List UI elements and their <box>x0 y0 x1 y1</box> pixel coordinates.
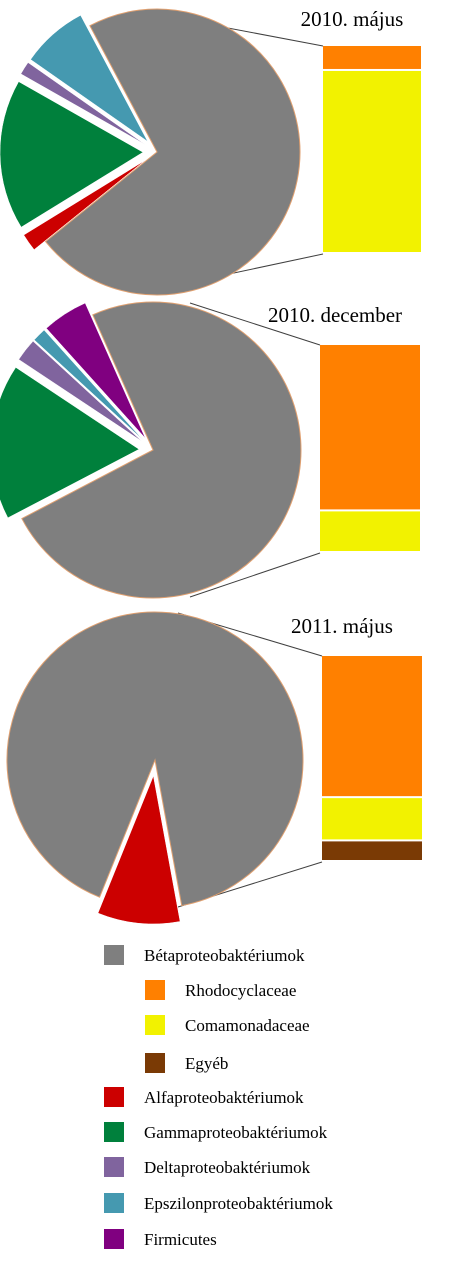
legend-label-deltaproteobakteriumok: Deltaproteobaktériumok <box>144 1158 311 1177</box>
pie-panel-1: 2010. május <box>0 7 421 296</box>
legend-swatch-gammaproteobakteriumok <box>104 1122 124 1142</box>
legend-label-gammaproteobakteriumok: Gammaproteobaktériumok <box>144 1123 328 1142</box>
connector-line-bottom <box>189 552 321 598</box>
pie-slice-epszilonproteobakteriumok <box>33 329 144 441</box>
pie-title: 2010. december <box>268 303 402 327</box>
legend-swatch-epszilonproteobakteriumok <box>104 1193 124 1213</box>
bar-segment-rhodocyclaceae <box>320 345 420 510</box>
pie-slice-deltaproteobakteriumok <box>20 62 146 145</box>
pie-slice-firmicutes <box>45 302 146 439</box>
bar-segment-comamonadaceae <box>323 70 421 253</box>
pie-slice-alfaproteobakteriumok <box>23 159 146 251</box>
pie-slice-gammaproteobakteriumok <box>0 367 140 519</box>
legend-label-comamonadaceae: Comamonadaceae <box>185 1016 310 1035</box>
legend-swatch-firmicutes <box>104 1229 124 1249</box>
bar-segment-comamonadaceae <box>320 511 420 551</box>
pie-slice-betaproteobakteriumok <box>44 8 301 296</box>
legend-label-egyeb: Egyéb <box>185 1054 228 1073</box>
legend-label-firmicutes: Firmicutes <box>144 1230 217 1249</box>
bar-segment-rhodocyclaceae <box>322 656 422 797</box>
legend-label-alfaproteobakteriumok: Alfaproteobaktériumok <box>144 1088 304 1107</box>
legend-swatch-deltaproteobakteriumok <box>104 1157 124 1177</box>
connector-line-top <box>189 302 321 346</box>
legend-label-betaproteobakteriumok: Bétaproteobaktériumok <box>144 946 305 965</box>
pie-title: 2010. május <box>301 7 404 31</box>
legend-swatch-alfaproteobakteriumok <box>104 1087 124 1107</box>
bar-segment-comamonadaceae <box>322 798 422 840</box>
pie-panel-2: 2010. december <box>0 301 420 599</box>
pie-slice-betaproteobakteriumok <box>6 611 304 907</box>
pie-slice-epszilonproteobakteriumok <box>30 14 148 142</box>
pie-title: 2011. május <box>291 614 393 638</box>
legend: Bétaproteobaktériumok Rhodocyclaceae Comam… <box>104 945 333 1249</box>
pie-panel-3: 2011. május <box>6 611 422 925</box>
pie-slice-alfaproteobakteriumok <box>97 775 181 925</box>
legend-swatch-betaproteobakteriumok <box>104 945 124 965</box>
pie-slice-gammaproteobakteriumok <box>0 81 144 228</box>
pie-slice-betaproteobakteriumok <box>21 301 302 599</box>
legend-swatch-comamonadaceae <box>145 1015 165 1035</box>
legend-swatch-egyeb <box>145 1053 165 1073</box>
legend-label-rhodocyclaceae: Rhodocyclaceae <box>185 981 296 1000</box>
pie-slice-deltaproteobakteriumok <box>18 340 143 442</box>
legend-label-epszilonproteobakteriumok: Epszilonproteobaktériumok <box>144 1194 333 1213</box>
bar-segment-rhodocyclaceae <box>323 46 421 69</box>
bar-segment-egyeb <box>322 841 422 860</box>
legend-swatch-rhodocyclaceae <box>145 980 165 1000</box>
